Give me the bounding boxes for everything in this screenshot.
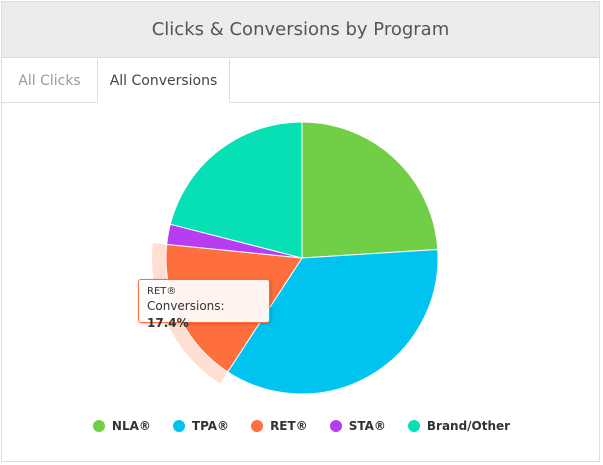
legend-marker <box>329 420 342 432</box>
tooltip-label: Conversions: <box>147 299 225 313</box>
legend-item-sta[interactable]: STA® <box>329 419 386 433</box>
tooltip-series: RET® <box>147 286 177 297</box>
legend-item-ret[interactable]: RET® <box>251 419 308 433</box>
pie-slice-brand-other[interactable] <box>169 121 303 259</box>
legend-label: RET® <box>270 419 308 433</box>
legend-item-brand-other[interactable]: Brand/Other <box>407 419 511 433</box>
legend-marker <box>407 420 420 432</box>
pie-slice-nla[interactable] <box>301 121 439 259</box>
tab-bar: All Clicks All Conversions <box>2 59 599 103</box>
legend-marker <box>172 420 185 432</box>
legend-label: STA® <box>348 419 386 433</box>
tooltip-value: 17.4% <box>147 316 189 330</box>
tab-all-conversions[interactable]: All Conversions <box>97 59 230 103</box>
page-title: Clicks & Conversions by Program <box>151 19 450 40</box>
tab-all-clicks[interactable]: All Clicks <box>18 73 81 89</box>
legend-marker <box>251 420 264 432</box>
chart-tooltip: RET® Conversions: 17.4% <box>138 279 270 330</box>
legend-item-nla[interactable]: NLA® <box>92 419 151 433</box>
pie-slice-tpa[interactable] <box>226 248 439 395</box>
panel-header: Clicks & Conversions by Program <box>2 2 599 58</box>
legend-marker <box>92 420 105 432</box>
legend-label: Brand/Other <box>426 419 511 433</box>
legend-label: TPA® <box>191 419 230 433</box>
legend-item-tpa[interactable]: TPA® <box>172 419 230 433</box>
chart-legend: NLA® TPA® RET® STA® Brand/Other <box>0 419 603 433</box>
legend-label: NLA® <box>111 419 151 433</box>
